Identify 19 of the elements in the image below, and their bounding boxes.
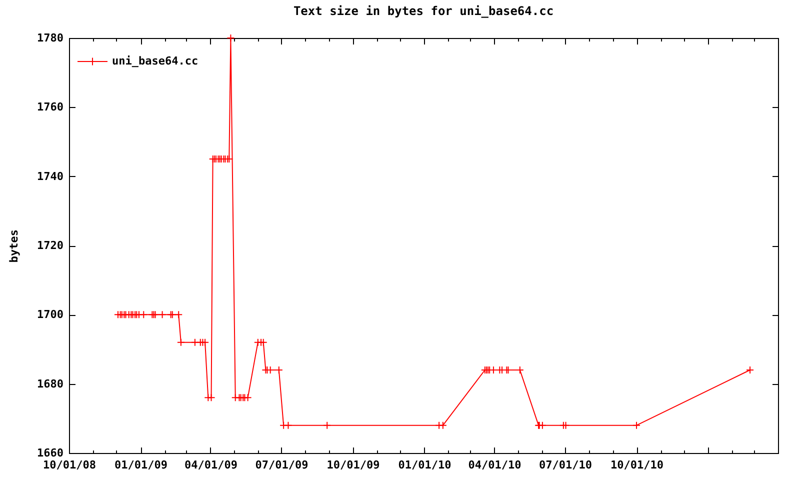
y-tick-label: 1660 [37, 446, 64, 460]
x-tick-label: 10/01/08 [43, 458, 96, 472]
y-tick-label: 1760 [37, 100, 64, 114]
x-tick-label: 07/01/10 [538, 458, 592, 472]
y-tick-label: 1700 [37, 308, 64, 322]
legend-label: uni_base64.cc [112, 54, 198, 68]
y-tick-label: 1680 [37, 377, 64, 390]
x-tick-label: 04/01/09 [184, 458, 238, 472]
x-tick-label: 01/01/09 [114, 458, 168, 472]
x-tick-label: 10/01/09 [326, 458, 380, 472]
y-tick-label: 1740 [37, 170, 64, 183]
x-tick-label: 07/01/09 [255, 458, 308, 472]
y-tick-label: 1780 [37, 32, 64, 44]
x-tick-label: 10/01/10 [610, 458, 664, 472]
chart-title: Text size in bytes for uni_base64.cc [293, 4, 554, 18]
x-tick-label: 01/01/10 [398, 458, 452, 472]
y-axis-title: bytes [8, 229, 20, 263]
x-tick-label: 04/01/10 [468, 458, 522, 472]
y-tick-label: 1720 [37, 239, 64, 252]
